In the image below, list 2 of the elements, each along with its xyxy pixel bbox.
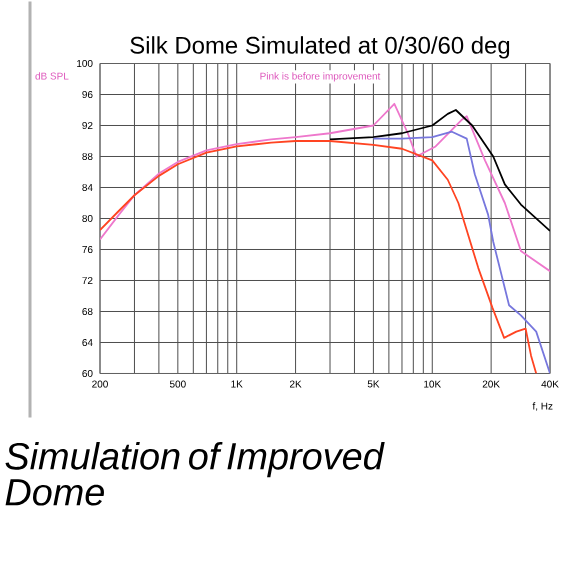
chart-title: Silk Dome Simulated at 0/30/60 deg: [130, 36, 510, 59]
text: Simulation of Improved Dome: [5, 442, 385, 506]
